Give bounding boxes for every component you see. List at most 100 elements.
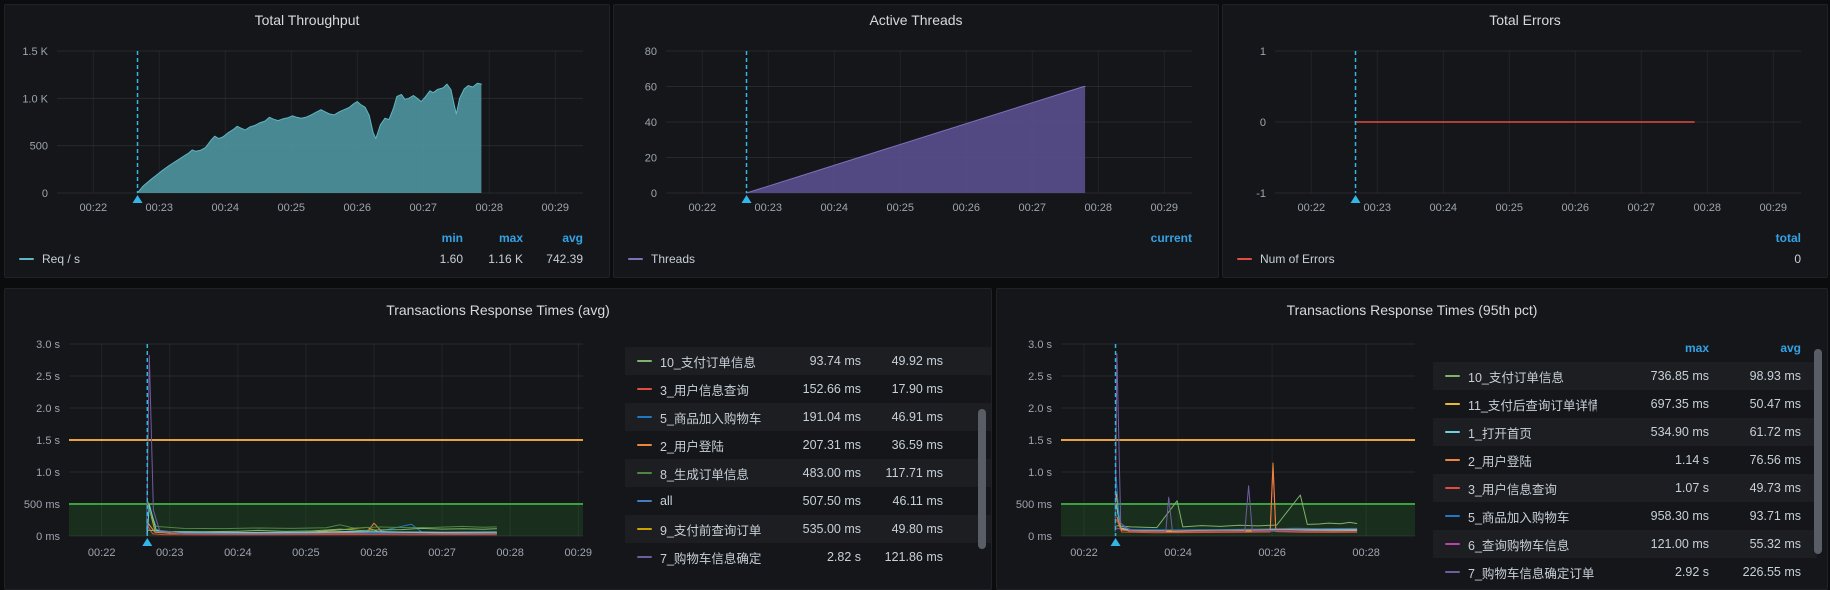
svg-text:00:22: 00:22 xyxy=(88,547,116,559)
series-color-dash-icon xyxy=(1445,515,1460,517)
svg-text:00:22: 00:22 xyxy=(1298,202,1326,214)
svg-text:00:26: 00:26 xyxy=(1562,202,1590,214)
panel-active-threads: Active Threads 0 20 40 60 80 00:22 00:23 00:24 0… xyxy=(613,4,1219,278)
stat-value-max: 958.30 ms xyxy=(1650,509,1709,523)
stat-header-avg[interactable]: avg xyxy=(562,231,583,245)
panel-total-errors: Total Errors -1 0 1 00:22 00:23 00:24 00:25 00:… xyxy=(1222,4,1828,278)
panel-title[interactable]: Total Errors xyxy=(1489,12,1561,28)
stat-value-avg: 121.86 ms xyxy=(884,550,943,564)
panel-title[interactable]: Active Threads xyxy=(869,12,963,28)
svg-text:00:24: 00:24 xyxy=(224,547,252,559)
series-label[interactable]: 6_查询购物车信息 xyxy=(1468,538,1570,553)
series-label[interactable]: 5_商品加入购物车 xyxy=(660,411,761,426)
panel-title[interactable]: Total Throughput xyxy=(254,12,360,28)
stat-value-avg: 50.47 ms xyxy=(1749,397,1801,411)
stat-value-max: 736.85 ms xyxy=(1650,369,1709,383)
legend-scrollbar[interactable] xyxy=(1814,349,1822,554)
stat-value: 742.39 xyxy=(546,252,583,266)
series-label[interactable]: 5_商品加入购物车 xyxy=(1468,510,1570,525)
stat-header-max[interactable]: max xyxy=(498,231,523,245)
stat-value-avg: 49.80 ms xyxy=(891,522,943,536)
response-times-95pct-chart[interactable]: 0 ms 500 ms 1.0 s 1.5 s 2.0 s 2.5 s 3.0 s 00:22… xyxy=(997,289,1427,574)
svg-text:00:23: 00:23 xyxy=(755,202,783,214)
stat-values: 1.60 1.16 K 742.39 xyxy=(403,252,583,266)
stat-value-max: 2.82 s xyxy=(826,550,861,564)
stat-value-avg: 49.92 ms xyxy=(891,354,943,368)
svg-text:00:28: 00:28 xyxy=(1694,202,1722,214)
series-color-dash-icon xyxy=(637,360,652,362)
annotation-marker-icon xyxy=(1110,538,1121,546)
stat-value: 1.16 K xyxy=(488,252,523,266)
total-errors-chart[interactable]: -1 0 1 00:22 00:23 00:24 00:25 00:26 00:27 00:28 0… xyxy=(1223,5,1825,275)
stat-value-avg: 98.93 ms xyxy=(1749,369,1801,383)
svg-text:00:25: 00:25 xyxy=(292,547,320,559)
series-label[interactable]: 3_用户信息查询 xyxy=(660,383,749,398)
svg-text:00:24: 00:24 xyxy=(1430,202,1458,214)
svg-text:00:24: 00:24 xyxy=(212,202,240,214)
active-threads-chart[interactable]: 0 20 40 60 80 00:22 00:23 00:24 00:25 00:26 00:27 0… xyxy=(614,5,1216,275)
svg-text:00:27: 00:27 xyxy=(410,202,438,214)
series-label[interactable]: 8_生成订单信息 xyxy=(660,467,749,482)
series-label[interactable]: 1_打开首页 xyxy=(1468,426,1532,441)
stat-value-avg: 46.11 ms xyxy=(892,494,944,508)
series-label[interactable]: 2_用户登陆 xyxy=(660,439,724,454)
series-label[interactable]: Req / s xyxy=(42,252,81,266)
series-label[interactable]: 10_支付订单信息 xyxy=(1468,370,1564,385)
series-label[interactable]: Threads xyxy=(651,252,696,266)
series-color-dash-icon xyxy=(1445,403,1460,405)
series-label[interactable]: 2_用户登陆 xyxy=(1468,454,1532,469)
stat-value-avg: 46.91 ms xyxy=(891,410,943,424)
svg-text:1.5 s: 1.5 s xyxy=(36,435,60,447)
svg-text:00:25: 00:25 xyxy=(887,202,915,214)
series-label[interactable]: 7_购物车信息确定订单 xyxy=(660,551,761,566)
svg-text:1.0 s: 1.0 s xyxy=(1028,467,1052,479)
series-label[interactable]: 3_用户信息查询 xyxy=(1468,482,1557,497)
svg-text:00:27: 00:27 xyxy=(1019,202,1047,214)
stat-value-max: 534.90 ms xyxy=(1650,425,1709,439)
series-label[interactable]: 9_支付前查询订单列表 xyxy=(660,523,761,538)
legend-row: 7_购物车信息确定订单 2.82 s 121.86 ms xyxy=(625,543,991,571)
stat-value-max: 2.92 s xyxy=(1674,565,1709,579)
annotation-marker-icon xyxy=(741,195,752,203)
panel-title[interactable]: Transactions Response Times (avg) xyxy=(386,302,610,318)
grafana-dashboard: { "colors":{"header_blue":"#33A2E5","ann… xyxy=(4,4,1828,590)
series-label[interactable]: Num of Errors xyxy=(1260,252,1335,266)
legend-header-row: max avg xyxy=(1433,336,1817,360)
svg-text:00:24: 00:24 xyxy=(821,202,849,214)
series-label[interactable]: 7_购物车信息确定订单 xyxy=(1468,566,1595,581)
svg-text:00:28: 00:28 xyxy=(1085,202,1113,214)
svg-text:0: 0 xyxy=(651,188,657,200)
svg-text:00:29: 00:29 xyxy=(542,202,570,214)
svg-text:1.0 K: 1.0 K xyxy=(22,93,48,105)
svg-text:-1: -1 xyxy=(1256,188,1266,200)
series-color-dash-icon xyxy=(637,472,652,474)
svg-text:2.5 s: 2.5 s xyxy=(36,371,60,383)
stat-header-avg[interactable]: avg xyxy=(1780,341,1801,355)
svg-text:00:27: 00:27 xyxy=(1628,202,1656,214)
svg-text:00:29: 00:29 xyxy=(1151,202,1179,214)
legend-row: 9_支付前查询订单列表 535.00 ms 49.80 ms xyxy=(625,515,991,543)
legend-series-row: Threads xyxy=(628,252,1192,272)
panel-title[interactable]: Transactions Response Times (95th pct) xyxy=(1286,302,1538,318)
svg-text:00:25: 00:25 xyxy=(278,202,306,214)
stat-header-min[interactable]: min xyxy=(441,231,463,245)
svg-text:2.5 s: 2.5 s xyxy=(1028,371,1052,383)
svg-text:3.0 s: 3.0 s xyxy=(36,339,60,351)
svg-text:1.5 s: 1.5 s xyxy=(1028,435,1052,447)
legend-scrollbar[interactable] xyxy=(978,409,986,549)
response-times-avg-chart[interactable]: 0 ms 500 ms 1.0 s 1.5 s 2.0 s 2.5 s 3.0 s 00:22… xyxy=(5,289,619,574)
legend-row: 10_支付订单信息 93.74 ms 49.92 ms xyxy=(625,347,991,375)
legend-series-row: Num of Errors 0 xyxy=(1237,252,1801,272)
stat-header-current[interactable]: current xyxy=(1150,231,1192,245)
throughput-chart[interactable]: 0 500 1.0 K 1.5 K 00:22 00:23 00:24 00:25 00:26 0… xyxy=(5,5,607,275)
series-color-dash-icon xyxy=(637,556,652,558)
series-label[interactable]: 10_支付订单信息 xyxy=(660,355,756,370)
stat-value-avg: 49.73 ms xyxy=(1749,481,1801,495)
svg-text:00:28: 00:28 xyxy=(496,547,524,559)
series-label[interactable]: all xyxy=(660,494,673,508)
stat-value-max: 1.07 s xyxy=(1674,481,1709,495)
stat-header-total[interactable]: total xyxy=(1775,231,1801,245)
stat-header-max[interactable]: max xyxy=(1684,341,1709,355)
series-label[interactable]: 11_支付后查询订单详情 xyxy=(1468,398,1597,413)
svg-text:00:27: 00:27 xyxy=(428,547,456,559)
